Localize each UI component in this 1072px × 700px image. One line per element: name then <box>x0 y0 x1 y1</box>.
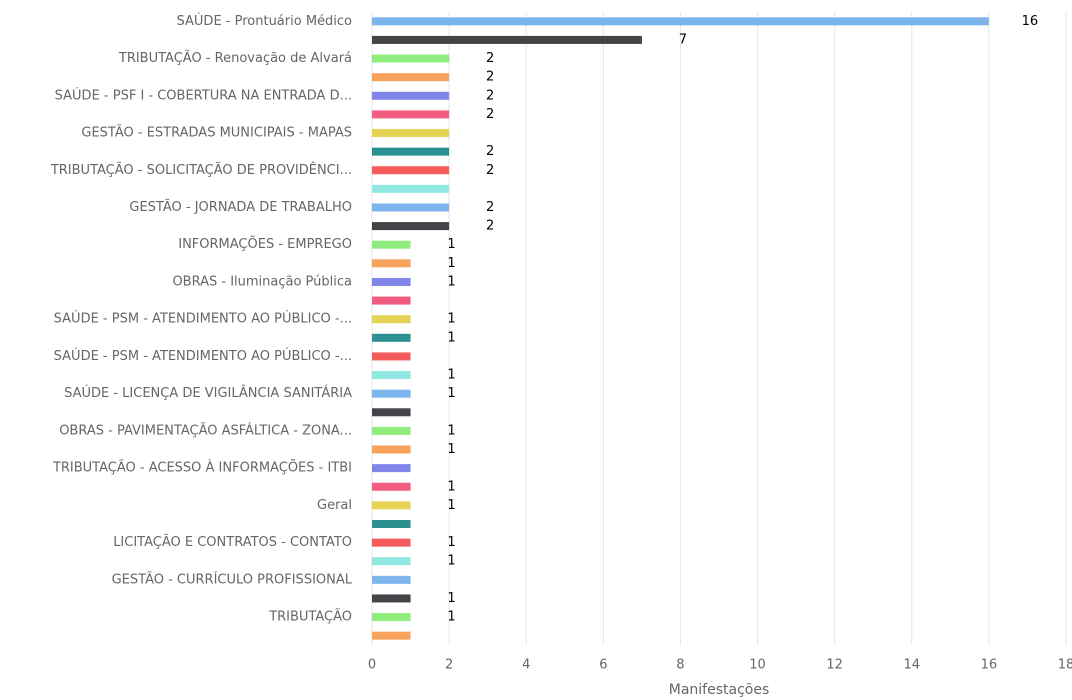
data-label: 1 <box>447 256 455 271</box>
bar <box>372 129 450 138</box>
bar <box>372 389 411 398</box>
bar <box>372 352 411 361</box>
bar <box>372 240 411 249</box>
bar <box>372 277 411 286</box>
y-tick-label: SAÚDE - PSM - ATENDIMENTO AO PÚBLICO -..… <box>54 311 352 327</box>
bar <box>372 147 450 156</box>
bar <box>372 259 411 268</box>
data-label: 2 <box>486 163 494 178</box>
data-label: 1 <box>447 535 455 550</box>
bar <box>372 73 450 82</box>
data-label: 1 <box>447 237 455 252</box>
bar <box>372 575 411 584</box>
data-label: 1 <box>447 274 455 289</box>
bar <box>372 613 411 622</box>
y-tick-label: Geral <box>317 498 352 513</box>
data-label: 2 <box>486 88 494 103</box>
bar <box>372 464 411 473</box>
bar <box>372 631 411 640</box>
bar <box>372 501 411 510</box>
y-tick-label: SAÚDE - PSF I - COBERTURA NA ENTRADA D..… <box>55 87 352 103</box>
y-tick-label: GESTÃO - JORNADA DE TRABALHO <box>129 199 352 215</box>
data-label: 1 <box>447 479 455 494</box>
bar <box>372 408 411 417</box>
x-tick-label: 6 <box>599 658 607 673</box>
y-tick-label: SAÚDE - LICENÇA DE VIGILÂNCIA SANITÁRIA <box>64 385 352 401</box>
bar <box>372 445 411 454</box>
data-label: 16 <box>1022 14 1039 29</box>
bar <box>372 91 450 100</box>
bar <box>372 594 411 603</box>
bar <box>372 482 411 491</box>
y-tick-label: OBRAS - Iluminação Pública <box>172 274 352 289</box>
data-label: 1 <box>447 498 455 513</box>
y-tick-label: TRIBUTAÇÃO - SOLICITAÇÃO DE PROVIDÊNCI..… <box>50 162 352 178</box>
y-tick-label: INFORMAÇÕES - EMPREGO <box>178 236 352 252</box>
x-tick-label: 16 <box>981 658 998 673</box>
x-axis-title: Manifestações <box>669 682 770 698</box>
bar <box>372 222 450 231</box>
data-label: 2 <box>486 144 494 159</box>
data-label: 1 <box>447 591 455 606</box>
bar <box>372 371 411 380</box>
bar <box>372 333 411 342</box>
data-label: 2 <box>486 219 494 234</box>
data-label: 2 <box>486 200 494 215</box>
data-label: 7 <box>679 32 687 47</box>
x-tick-label: 8 <box>676 658 684 673</box>
y-tick-label: TRIBUTAÇÃO - ACESSO À INFORMAÇÕES - ITBI <box>52 460 352 476</box>
data-label: 1 <box>447 610 455 625</box>
x-tick-label: 2 <box>445 658 453 673</box>
bar <box>372 35 642 44</box>
x-tick-label: 12 <box>826 658 843 673</box>
bar <box>372 166 450 175</box>
bar <box>372 426 411 435</box>
x-tick-label: 0 <box>368 658 376 673</box>
bar <box>372 315 411 324</box>
y-tick-label: OBRAS - PAVIMENTAÇÃO ASFÁLTICA - ZONA... <box>59 422 352 438</box>
bar <box>372 519 411 528</box>
bar <box>372 54 450 63</box>
bar <box>372 557 411 566</box>
y-tick-label: LICITAÇÃO E CONTRATOS - CONTATO <box>113 534 352 550</box>
y-tick-label: GESTÃO - ESTRADAS MUNICIPAIS - MAPAS <box>81 125 352 141</box>
x-tick-label: 14 <box>904 658 921 673</box>
x-tick-label: 4 <box>522 658 530 673</box>
data-label: 1 <box>447 386 455 401</box>
data-label: 2 <box>486 70 494 85</box>
y-tick-label: SAÚDE - Prontuário Médico <box>177 13 353 29</box>
bar <box>372 110 450 119</box>
data-label: 1 <box>447 330 455 345</box>
data-label: 1 <box>447 442 455 457</box>
bar <box>372 203 450 212</box>
bar <box>372 538 411 547</box>
bar <box>372 184 450 193</box>
data-label: 2 <box>486 51 494 66</box>
data-label: 1 <box>447 312 455 327</box>
y-tick-label: TRIBUTAÇÃO - Renovação de Alvará <box>118 50 352 66</box>
y-tick-label: TRIBUTAÇÃO <box>268 609 352 625</box>
bar <box>372 17 989 26</box>
y-tick-label: SAÚDE - PSM - ATENDIMENTO AO PÚBLICO -..… <box>54 348 352 364</box>
data-label: 2 <box>486 107 494 122</box>
x-tick-label: 10 <box>749 658 766 673</box>
bar <box>372 296 411 305</box>
x-tick-label: 18 <box>1058 658 1072 673</box>
y-tick-label: GESTÃO - CURRÍCULO PROFISSIONAL <box>112 571 353 587</box>
data-label: 1 <box>447 423 455 438</box>
data-label: 1 <box>447 368 455 383</box>
data-label: 1 <box>447 554 455 569</box>
